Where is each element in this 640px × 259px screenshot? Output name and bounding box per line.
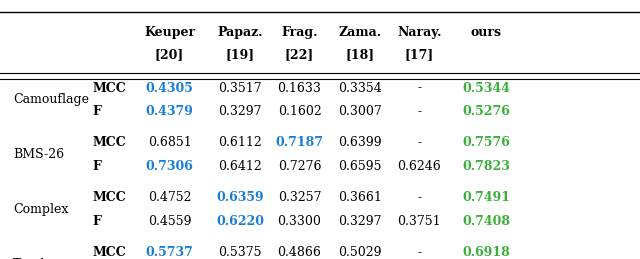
Text: Naray.: Naray. — [397, 26, 442, 39]
Text: 0.7408: 0.7408 — [462, 215, 511, 228]
Text: Zama.: Zama. — [338, 26, 381, 39]
Text: 0.4305: 0.4305 — [146, 82, 193, 95]
Text: 0.4866: 0.4866 — [278, 246, 321, 259]
Text: 0.3257: 0.3257 — [278, 191, 321, 204]
Text: Frag.: Frag. — [281, 26, 318, 39]
Text: 0.7576: 0.7576 — [463, 136, 510, 149]
Text: Camouflage: Camouflage — [13, 93, 89, 106]
Text: 0.6359: 0.6359 — [216, 191, 264, 204]
Text: 0.6918: 0.6918 — [463, 246, 510, 259]
Text: 0.3517: 0.3517 — [218, 82, 262, 95]
Text: 0.6112: 0.6112 — [218, 136, 262, 149]
Text: [22]: [22] — [285, 48, 314, 61]
Text: F: F — [93, 215, 102, 228]
Text: F: F — [93, 105, 102, 118]
Text: [19]: [19] — [225, 48, 255, 61]
Text: 0.3354: 0.3354 — [338, 82, 381, 95]
Text: 0.3661: 0.3661 — [338, 191, 381, 204]
Text: 0.5375: 0.5375 — [218, 246, 262, 259]
Text: 0.6851: 0.6851 — [148, 136, 191, 149]
Text: -: - — [417, 136, 421, 149]
Text: -: - — [417, 246, 421, 259]
Text: 0.3297: 0.3297 — [338, 215, 381, 228]
Text: [17]: [17] — [404, 48, 434, 61]
Text: MCC: MCC — [93, 136, 127, 149]
Text: 0.7276: 0.7276 — [278, 160, 321, 173]
Text: 0.6412: 0.6412 — [218, 160, 262, 173]
Text: MCC: MCC — [93, 82, 127, 95]
Text: -: - — [417, 82, 421, 95]
Text: 0.4752: 0.4752 — [148, 191, 191, 204]
Text: MCC: MCC — [93, 246, 127, 259]
Text: -: - — [417, 105, 421, 118]
Text: 0.1602: 0.1602 — [278, 105, 321, 118]
Text: 0.3751: 0.3751 — [397, 215, 441, 228]
Text: Total avg.: Total avg. — [13, 258, 75, 259]
Text: 0.5737: 0.5737 — [146, 246, 193, 259]
Text: 0.1633: 0.1633 — [278, 82, 321, 95]
Text: 0.6595: 0.6595 — [338, 160, 381, 173]
Text: 0.5029: 0.5029 — [338, 246, 381, 259]
Text: 0.7306: 0.7306 — [146, 160, 193, 173]
Text: MCC: MCC — [93, 191, 127, 204]
Text: 0.5276: 0.5276 — [463, 105, 510, 118]
Text: 0.3007: 0.3007 — [338, 105, 381, 118]
Text: Papaz.: Papaz. — [217, 26, 263, 39]
Text: BMS-26: BMS-26 — [13, 148, 64, 161]
Text: 0.7187: 0.7187 — [276, 136, 324, 149]
Text: 0.7823: 0.7823 — [463, 160, 510, 173]
Text: 0.4559: 0.4559 — [148, 215, 191, 228]
Text: 0.3297: 0.3297 — [218, 105, 262, 118]
Text: 0.6246: 0.6246 — [397, 160, 441, 173]
Text: 0.6399: 0.6399 — [338, 136, 381, 149]
Text: -: - — [417, 191, 421, 204]
Text: [20]: [20] — [155, 48, 184, 61]
Text: ours: ours — [471, 26, 502, 39]
Text: Keuper: Keuper — [144, 26, 195, 39]
Text: 0.4379: 0.4379 — [146, 105, 193, 118]
Text: 0.3300: 0.3300 — [278, 215, 321, 228]
Text: 0.5344: 0.5344 — [463, 82, 510, 95]
Text: 0.6220: 0.6220 — [216, 215, 264, 228]
Text: [18]: [18] — [345, 48, 374, 61]
Text: F: F — [93, 160, 102, 173]
Text: Complex: Complex — [13, 203, 68, 216]
Text: 0.7491: 0.7491 — [462, 191, 511, 204]
